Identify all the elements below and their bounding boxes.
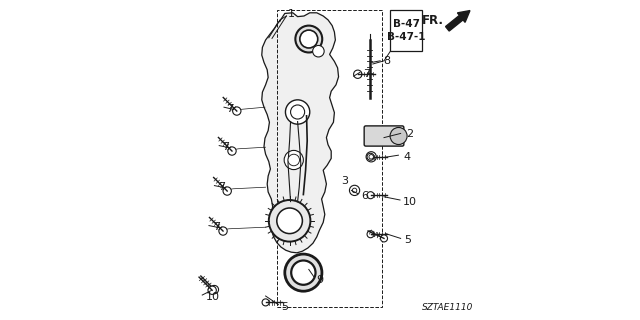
Circle shape (269, 200, 310, 242)
Circle shape (353, 70, 362, 78)
Circle shape (390, 127, 407, 145)
Circle shape (233, 107, 241, 115)
Circle shape (223, 187, 232, 195)
Circle shape (210, 285, 219, 294)
Circle shape (291, 105, 305, 119)
Text: 7: 7 (223, 142, 230, 152)
Circle shape (208, 286, 216, 294)
Circle shape (352, 188, 357, 193)
Text: FR.: FR. (422, 14, 444, 27)
Text: B-47
B-47-1: B-47 B-47-1 (387, 19, 426, 42)
Text: 9: 9 (316, 275, 323, 285)
FancyBboxPatch shape (364, 126, 404, 146)
Text: 5: 5 (282, 301, 289, 312)
Text: 7: 7 (212, 222, 220, 232)
Text: 8: 8 (383, 56, 390, 66)
Text: 7: 7 (227, 104, 234, 114)
Circle shape (367, 231, 374, 238)
Circle shape (312, 45, 324, 57)
Circle shape (380, 235, 388, 242)
Text: 3: 3 (340, 176, 348, 186)
Text: 10: 10 (403, 196, 417, 207)
Bar (390, 10, 422, 51)
Circle shape (285, 254, 322, 291)
Circle shape (366, 152, 376, 162)
Circle shape (219, 227, 227, 235)
Circle shape (369, 155, 374, 159)
Text: 2: 2 (406, 129, 413, 140)
Text: 10: 10 (206, 292, 220, 302)
FancyArrow shape (445, 11, 470, 31)
Circle shape (296, 26, 323, 52)
Circle shape (285, 100, 310, 124)
Circle shape (284, 150, 303, 170)
Circle shape (367, 192, 374, 199)
Text: 7: 7 (218, 182, 225, 192)
Circle shape (300, 30, 317, 48)
Circle shape (367, 153, 374, 160)
Polygon shape (262, 13, 339, 253)
Circle shape (291, 260, 316, 285)
Bar (277, 10, 383, 307)
Text: 5: 5 (404, 235, 411, 245)
Circle shape (228, 147, 236, 155)
Circle shape (349, 185, 360, 196)
Text: SZTAE1110: SZTAE1110 (422, 303, 474, 312)
Text: 7: 7 (364, 68, 371, 79)
Circle shape (262, 299, 269, 306)
Text: 6: 6 (361, 191, 368, 201)
Circle shape (277, 208, 303, 234)
Text: 1: 1 (288, 9, 295, 20)
Circle shape (288, 154, 300, 166)
Text: 4: 4 (403, 152, 410, 162)
